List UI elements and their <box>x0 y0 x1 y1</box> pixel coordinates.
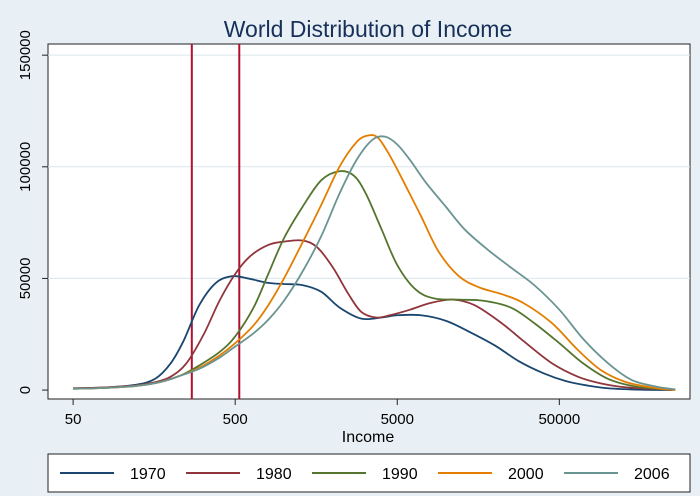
y-tick-label: 100000 <box>17 142 34 192</box>
legend-label-2006: 2006 <box>634 466 670 483</box>
y-tick-label: 50000 <box>17 258 34 300</box>
series-line-1980 <box>73 239 673 391</box>
chart-title: World Distribution of Income <box>224 16 512 42</box>
x-tick-label: 50 <box>65 411 82 428</box>
series-line-2000 <box>73 134 676 391</box>
y-tick-label: 150000 <box>17 30 34 80</box>
x-tick-label: 5000 <box>381 411 414 428</box>
series-layer <box>73 134 676 391</box>
x-axis-title: Income <box>342 429 395 446</box>
series-line-2006 <box>73 135 676 391</box>
legend-label-2000: 2000 <box>508 466 544 483</box>
series-line-1990 <box>73 170 673 391</box>
legend-label-1980: 1980 <box>256 466 292 483</box>
x-tick-label: 50000 <box>538 411 580 428</box>
x-tick-label: 500 <box>223 411 248 428</box>
grid-layer <box>48 54 690 279</box>
legend-label-1970: 1970 <box>130 466 166 483</box>
series-line-1970 <box>73 275 673 391</box>
plot-area <box>47 43 691 400</box>
y-tick-label: 0 <box>17 386 34 394</box>
legend-label-1990: 1990 <box>382 466 418 483</box>
axis-layer: 0 50000 100000 150000 50 500 5000 50000 <box>17 30 580 428</box>
legend: 1970 1980 1990 2000 2006 <box>60 466 670 483</box>
